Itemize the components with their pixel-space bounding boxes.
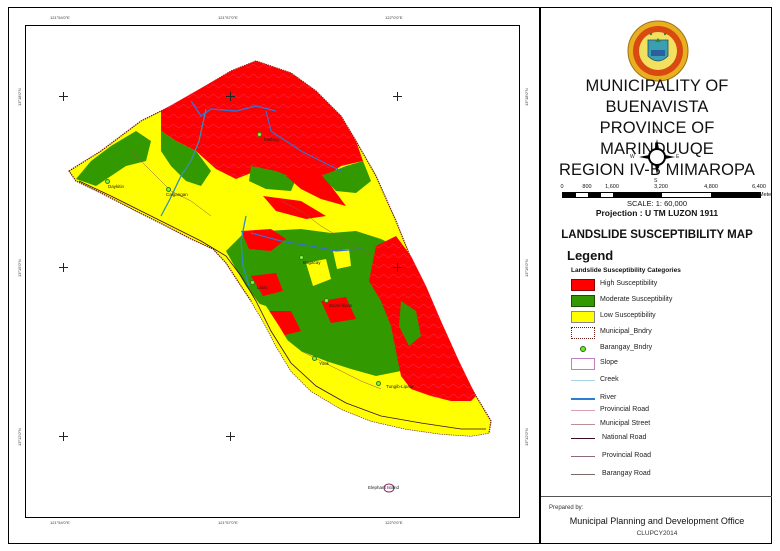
legend-swatch-slope-outline bbox=[571, 358, 595, 370]
prepared-by-label: Prepared by: bbox=[549, 505, 584, 511]
prepared-by-office: Municipal Planning and Development Offic… bbox=[569, 516, 745, 526]
page-margin-right bbox=[772, 0, 780, 551]
legend-river-line bbox=[571, 398, 595, 400]
scale-bar bbox=[562, 192, 761, 198]
legend-item-moderate: Moderate Susceptibility bbox=[571, 295, 771, 307]
legend-item-barangay-road: Barangay Road bbox=[571, 469, 771, 481]
legend-swatch-green bbox=[571, 295, 595, 307]
legend-provincial-road-line bbox=[571, 410, 595, 411]
barangay-marker[interactable] bbox=[312, 356, 317, 361]
footer-divider bbox=[541, 496, 773, 497]
scale-tick-4800: 4,800 bbox=[704, 184, 718, 190]
right-tick-label-1: 13°18'0"N bbox=[524, 88, 529, 106]
graticule-cross bbox=[226, 92, 235, 101]
graticule-cross bbox=[59, 263, 68, 272]
legend-provincial-road-line bbox=[571, 456, 595, 457]
barangay-marker[interactable] bbox=[166, 187, 171, 192]
place-label-bicas-bicas: Bicas-bicas bbox=[329, 303, 353, 308]
scale-tick-800: 800 bbox=[582, 184, 592, 190]
place-label-tungib-lipata: Tungib-Lipata bbox=[386, 384, 414, 389]
scale-units: Meters bbox=[759, 192, 776, 198]
scale-tick-6400: 6,400 bbox=[752, 184, 766, 190]
scale-tick-3200: 3,200 bbox=[654, 184, 668, 190]
scale-ratio: SCALE: 1: 60,000 bbox=[626, 199, 688, 208]
national-road bbox=[78, 180, 486, 430]
map-layout-panel: MUNICIPALITY OF BUENAVISTA PROVINCE OF M… bbox=[540, 7, 776, 544]
barangay-marker[interactable] bbox=[299, 255, 304, 260]
scalebar-tick-labels: 0 800 1,600 3,200 4,800 6,400 bbox=[541, 184, 773, 194]
title-municipality: MUNICIPALITY OF BUENAVISTA bbox=[585, 77, 729, 116]
scale-tick-0: 0 bbox=[560, 184, 564, 190]
projection-label: Projection : U TM LUZON 1911 bbox=[595, 208, 719, 218]
legend-national-road-line bbox=[571, 438, 595, 439]
barangay-marker[interactable] bbox=[376, 381, 381, 386]
top-tick-label-1: 121°54'0"E bbox=[50, 15, 70, 20]
bottom-tick-label-3: 122°0'0"E bbox=[385, 520, 403, 525]
compass-north-label: N bbox=[654, 129, 658, 135]
legend-item-slope: Slope bbox=[571, 358, 771, 370]
north-arrow-compass-icon bbox=[639, 139, 675, 175]
municipal-seal-logo bbox=[627, 20, 689, 82]
graticule-cross bbox=[226, 432, 235, 441]
legend-creek-line bbox=[571, 380, 595, 381]
place-label-libas: Libas bbox=[257, 285, 268, 290]
page-margin-left bbox=[0, 0, 8, 551]
compass-east-label: E bbox=[676, 154, 680, 160]
landslide-susceptibility-map bbox=[68, 60, 492, 493]
barangay-marker[interactable] bbox=[250, 280, 255, 285]
legend-item-provincial-road-1: Provincial Road bbox=[571, 405, 771, 417]
low-susceptibility-coast bbox=[251, 301, 489, 436]
top-tick-label-3: 122°0'0"E bbox=[385, 15, 403, 20]
left-tick-label-3: 13°12'0"N bbox=[17, 428, 22, 446]
graticule-cross bbox=[393, 263, 402, 272]
legend-green-dot-icon bbox=[580, 346, 586, 352]
legend-item-municipal-boundary: Municipal_Bndry bbox=[571, 327, 771, 339]
graticule-cross bbox=[59, 92, 68, 101]
legend-municipal-street-line bbox=[571, 424, 595, 425]
scale-tick-1600: 1,600 bbox=[605, 184, 619, 190]
place-label-daykitin: Daykitin bbox=[108, 184, 125, 189]
barangay-marker[interactable] bbox=[257, 132, 262, 137]
compass-south-label: S bbox=[654, 178, 658, 184]
legend-barangay-road-line bbox=[571, 474, 595, 475]
place-label-caigangan: Caigangan bbox=[166, 192, 188, 197]
graticule-cross bbox=[393, 92, 402, 101]
legend-title: Legend bbox=[567, 248, 614, 263]
right-tick-label-2: 13°15'0"N bbox=[524, 259, 529, 277]
legend-swatch-dashed-boundary bbox=[571, 327, 595, 339]
plan-code: CLUPCY2014 bbox=[636, 530, 678, 537]
legend-item-national-road: National Road bbox=[571, 433, 771, 445]
legend-swatch-red bbox=[571, 279, 595, 291]
right-tick-label-3: 13°12'0"N bbox=[524, 428, 529, 446]
bottom-tick-label-2: 121°57'0"E bbox=[218, 520, 238, 525]
place-label-malbog: Malbog bbox=[264, 137, 279, 142]
legend-item-municipal-street: Municipal Street bbox=[571, 419, 771, 431]
legend-item-barangay-boundary: Barangay_Bndry bbox=[571, 343, 771, 355]
barangay-marker[interactable] bbox=[105, 179, 110, 184]
legend-item-river: River bbox=[571, 393, 771, 405]
place-label-elephant-island: Elephant Island bbox=[368, 485, 400, 490]
bottom-tick-label-1: 121°54'0"E bbox=[50, 520, 70, 525]
legend-item-high: High Susceptibility bbox=[571, 279, 771, 291]
legend-subtitle: Landslide Susceptibility Categories bbox=[571, 267, 681, 274]
legend-item-creek: Creek bbox=[571, 375, 771, 387]
place-label-yook: Yook bbox=[319, 361, 329, 366]
place-label-bagacay: Bagacay bbox=[303, 260, 321, 265]
legend-swatch-yellow bbox=[571, 311, 595, 323]
map-data-frame[interactable]: Malbog Daykitin Caigangan Bagacay Libas … bbox=[25, 25, 520, 518]
map-title: LANDSLIDE SUSCEPTIBILITY MAP bbox=[561, 229, 753, 241]
compass-west-label: W bbox=[630, 154, 635, 160]
top-tick-label-2: 121°57'0"E bbox=[218, 15, 238, 20]
left-tick-label-1: 13°18'0"N bbox=[17, 88, 22, 106]
graticule-cross bbox=[59, 432, 68, 441]
river-north bbox=[190, 100, 277, 117]
legend-item-provincial-road-2: Provincial Road bbox=[571, 451, 771, 463]
legend-item-low: Low Susceptibility bbox=[571, 311, 771, 323]
left-tick-label-2: 13°15'0"N bbox=[17, 259, 22, 277]
barangay-marker[interactable] bbox=[324, 298, 329, 303]
elephant-island bbox=[383, 483, 395, 493]
moderate-susceptibility-northwest bbox=[76, 131, 151, 186]
